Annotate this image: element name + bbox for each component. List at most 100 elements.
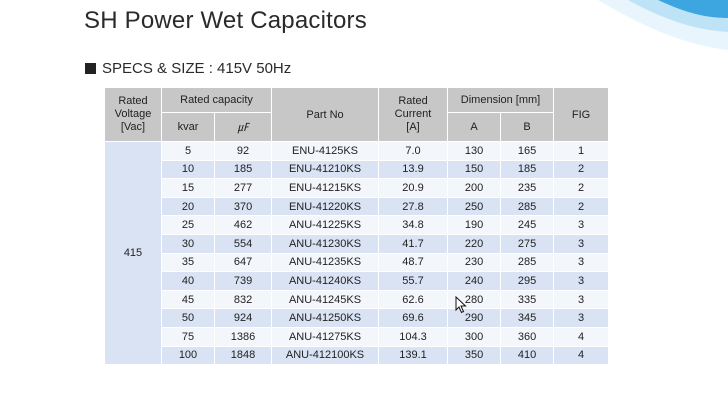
table-row: 15 277 ENU-41215KS 20.9 200 235 2 [105, 178, 610, 198]
header-rated-current: Rated Current [A] [378, 87, 449, 142]
header-kvar: kvar [161, 112, 215, 142]
fig-cell: 3 [553, 215, 610, 235]
kvar-cell: 40 [161, 271, 215, 291]
dim-a-cell: 200 [447, 178, 502, 198]
dim-b-cell: 185 [500, 159, 555, 180]
header-fig: FIG [553, 87, 610, 142]
dim-b-cell: 285 [500, 196, 555, 217]
kvar-cell: 100 [161, 345, 215, 366]
uf-cell: 739 [213, 271, 273, 291]
table-row: 50 924 ANU-41250KS 69.6 290 345 3 [105, 308, 610, 328]
dim-a-cell: 240 [447, 271, 502, 291]
part-no-cell: ANU-412100KS [271, 345, 380, 366]
uf-cell: 647 [213, 252, 273, 273]
dim-b-cell: 295 [500, 271, 555, 291]
kvar-cell: 30 [161, 233, 215, 254]
part-no-cell: ANU-41275KS [271, 326, 380, 347]
dim-b-cell: 410 [500, 345, 555, 366]
voltage-cell: 415 [104, 140, 162, 366]
fig-cell: 3 [553, 252, 610, 273]
uf-cell: 185 [213, 159, 273, 180]
table-row: 40 739 ANU-41240KS 55.7 240 295 3 [105, 271, 610, 291]
dim-b-cell: 245 [500, 215, 555, 235]
dim-a-cell: 220 [447, 233, 502, 254]
dim-b-cell: 165 [500, 141, 555, 161]
current-cell: 48.7 [378, 252, 449, 273]
table-row: 45 832 ANU-41245KS 62.6 280 335 3 [105, 289, 610, 310]
part-no-cell: ANU-41235KS [271, 252, 380, 273]
header-dim-b: B [500, 112, 555, 142]
black-square-icon [85, 63, 96, 74]
current-cell: 41.7 [378, 233, 449, 254]
uf-cell: 277 [213, 178, 273, 198]
fig-cell: 4 [553, 345, 610, 366]
part-no-cell: ANU-41240KS [271, 271, 380, 291]
dim-b-cell: 285 [500, 252, 555, 273]
part-no-cell: ENU-4125KS [271, 141, 380, 161]
dim-a-cell: 190 [447, 215, 502, 235]
table-row: 415 5 92 ENU-4125KS 7.0 130 165 1 [104, 140, 610, 366]
dim-a-cell: 250 [447, 196, 502, 217]
specs-table: Rated Voltage [Vac] Rated capacity Part … [104, 87, 610, 366]
part-no-cell: ANU-41250KS [271, 308, 380, 328]
current-cell: 69.6 [378, 308, 449, 328]
current-cell: 13.9 [378, 159, 449, 180]
dim-a-cell: 350 [447, 345, 502, 366]
current-cell: 55.7 [378, 271, 449, 291]
table-row: 20 370 ENU-41220KS 27.8 250 285 2 [105, 196, 610, 217]
part-no-cell: ENU-41220KS [271, 196, 380, 217]
dim-b-cell: 345 [500, 308, 555, 328]
kvar-cell: 10 [161, 159, 215, 180]
dim-b-cell: 335 [500, 289, 555, 310]
header-dimension: Dimension [mm] [447, 87, 555, 113]
table-row: 35 647 ANU-41235KS 48.7 230 285 3 [105, 252, 610, 273]
kvar-cell: 25 [161, 215, 215, 235]
fig-cell: 3 [553, 271, 610, 291]
uf-cell: 370 [213, 196, 273, 217]
kvar-cell: 75 [161, 326, 215, 347]
dim-b-cell: 235 [500, 178, 555, 198]
subtitle-text: SPECS & SIZE : 415V 50Hz [102, 60, 292, 77]
fig-cell: 3 [553, 289, 610, 310]
header-uf: ㎌ [213, 112, 273, 142]
table-row: 10 185 ENU-41210KS 13.9 150 185 2 [105, 159, 610, 180]
current-cell: 139.1 [378, 345, 449, 366]
table-row: 75 1386 ANU-41275KS 104.3 300 360 4 [105, 326, 610, 347]
dim-b-cell: 360 [500, 326, 555, 347]
fig-cell: 3 [553, 308, 610, 328]
part-no-cell: ANU-41225KS [271, 215, 380, 235]
current-cell: 62.6 [378, 289, 449, 310]
current-cell: 20.9 [378, 178, 449, 198]
header-dim-a: A [447, 112, 502, 142]
uf-cell: 92 [213, 141, 273, 161]
dim-a-cell: 130 [447, 141, 502, 161]
header-part-no: Part No [271, 87, 380, 142]
part-no-cell: ANU-41230KS [271, 233, 380, 254]
current-cell: 34.8 [378, 215, 449, 235]
mouse-pointer-icon [455, 296, 467, 314]
table-row: 30 554 ANU-41230KS 41.7 220 275 3 [105, 233, 610, 254]
fig-cell: 4 [553, 326, 610, 347]
current-cell: 27.8 [378, 196, 449, 217]
section-subtitle: SPECS & SIZE : 415V 50Hz [85, 60, 291, 77]
kvar-cell: 5 [161, 141, 215, 161]
current-cell: 104.3 [378, 326, 449, 347]
kvar-cell: 20 [161, 196, 215, 217]
current-cell: 7.0 [378, 141, 449, 161]
dim-a-cell: 150 [447, 159, 502, 180]
kvar-cell: 15 [161, 178, 215, 198]
table-row: 25 462 ANU-41225KS 34.8 190 245 3 [105, 215, 610, 235]
uf-cell: 832 [213, 289, 273, 310]
kvar-cell: 50 [161, 308, 215, 328]
part-no-cell: ANU-41245KS [271, 289, 380, 310]
fig-cell: 2 [553, 178, 610, 198]
fig-cell: 2 [553, 196, 610, 217]
uf-cell: 554 [213, 233, 273, 254]
fig-cell: 1 [553, 141, 610, 161]
uf-cell: 1386 [213, 326, 273, 347]
kvar-cell: 45 [161, 289, 215, 310]
page-title: SH Power Wet Capacitors [84, 7, 367, 34]
part-no-cell: ENU-41215KS [271, 178, 380, 198]
header-rated-voltage: Rated Voltage [Vac] [104, 87, 162, 142]
kvar-cell: 35 [161, 252, 215, 273]
